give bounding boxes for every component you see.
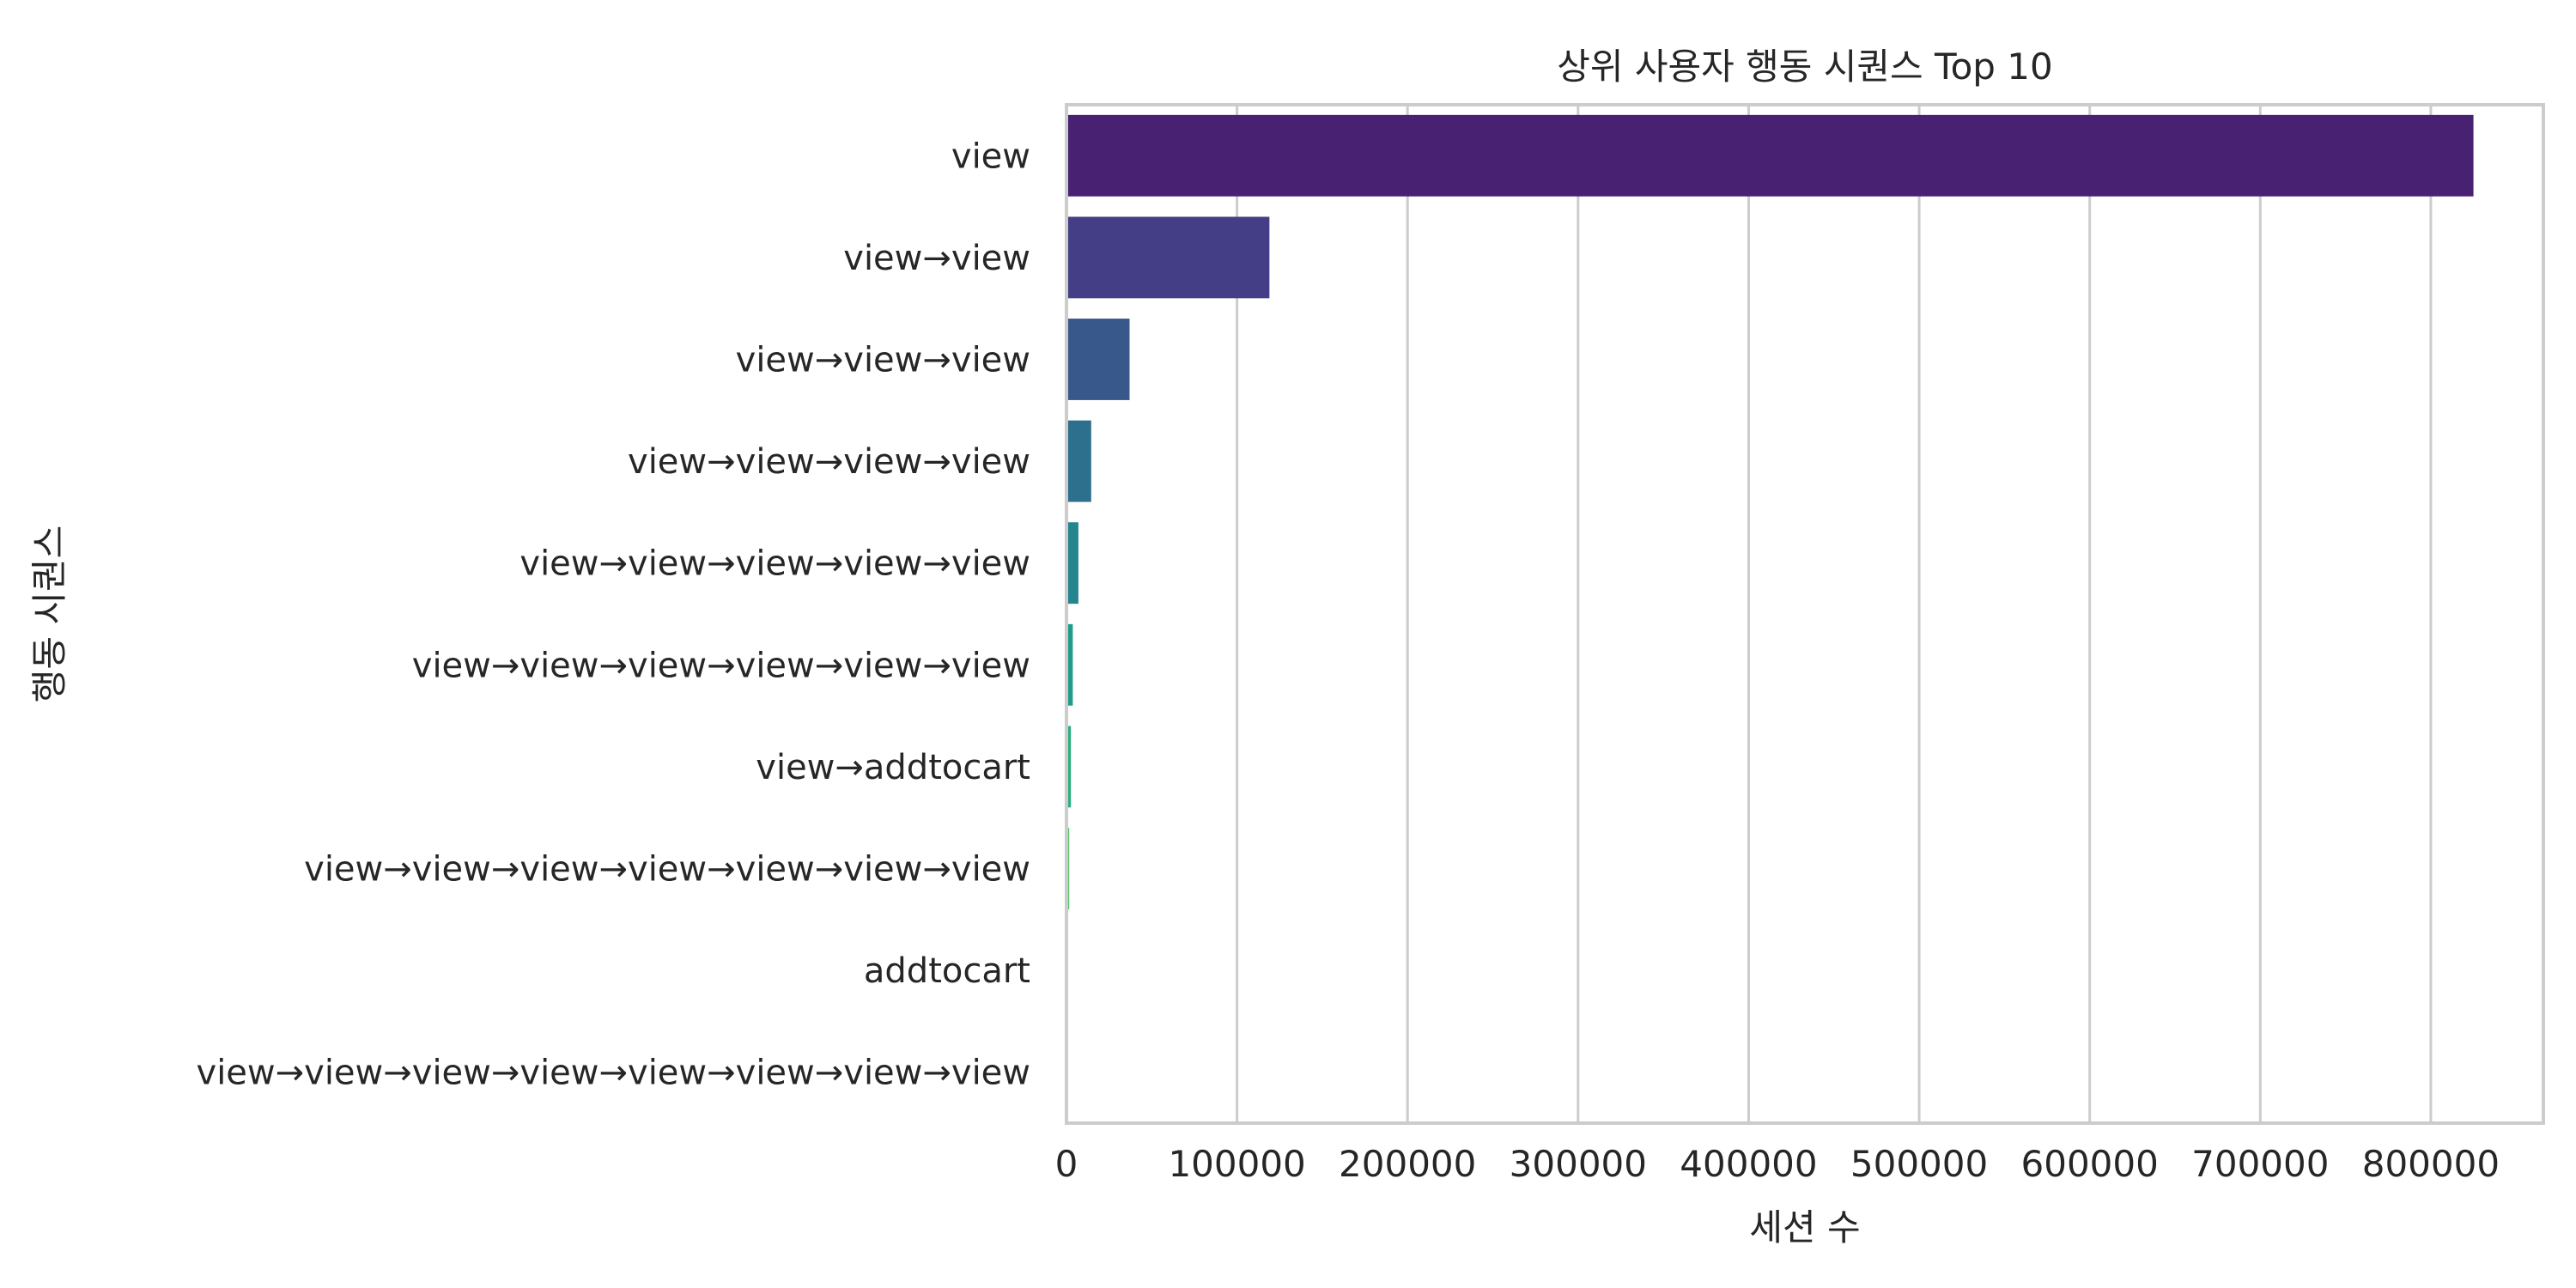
bar	[1066, 623, 1073, 706]
x-tick-label: 600000	[2021, 1143, 2159, 1185]
x-tick-labels: 0 100000 200000 300000 400000 500000 600000 700…	[1055, 1143, 2500, 1185]
bar	[1066, 420, 1091, 502]
bar	[1066, 319, 1130, 400]
x-tick-label: 300000	[1510, 1143, 1647, 1185]
x-tick-label: 400000	[1680, 1143, 1817, 1185]
chart-title: 상위 사용자 행동 시퀀스 Top 10	[1557, 46, 2052, 88]
y-tick-label: view	[951, 137, 1030, 176]
y-axis-label: 행동 시퀀스	[28, 526, 70, 703]
y-tick-label: view→view→view→view→view→view→view	[304, 850, 1030, 890]
x-tick-label: 700000	[2191, 1143, 2329, 1185]
x-tick-label: 800000	[2362, 1143, 2500, 1185]
x-tick-label: 500000	[1850, 1143, 1988, 1185]
plot-frame	[1065, 103, 2545, 1125]
y-tick-label: view→view→view→view→view→view	[412, 646, 1030, 685]
x-tick-label: 100000	[1168, 1143, 1305, 1185]
bar	[1066, 114, 2474, 197]
y-tick-label: view→view→view→view	[628, 442, 1030, 482]
y-tick-label: view→view→view→view→view	[519, 544, 1030, 584]
x-tick-label: 0	[1055, 1143, 1078, 1185]
grid-lines	[1065, 105, 2433, 1123]
x-tick-label: 200000	[1339, 1143, 1476, 1185]
bar	[1066, 216, 1270, 299]
bar	[1066, 522, 1078, 605]
y-tick-label: view→view→view	[736, 341, 1030, 380]
x-axis-label: 세션 수	[1749, 1206, 1860, 1249]
y-tick-label: view→view→view→view→view→view→view→view	[197, 1054, 1030, 1093]
bars	[1066, 114, 2474, 1114]
y-tick-label: addtocart	[864, 951, 1030, 991]
y-tick-label: view→addtocart	[756, 748, 1030, 787]
bar	[1066, 726, 1072, 808]
y-tick-label: view→view	[843, 239, 1030, 278]
y-tick-labels: view view→view view→view→view view→view→vie…	[197, 137, 1030, 1092]
